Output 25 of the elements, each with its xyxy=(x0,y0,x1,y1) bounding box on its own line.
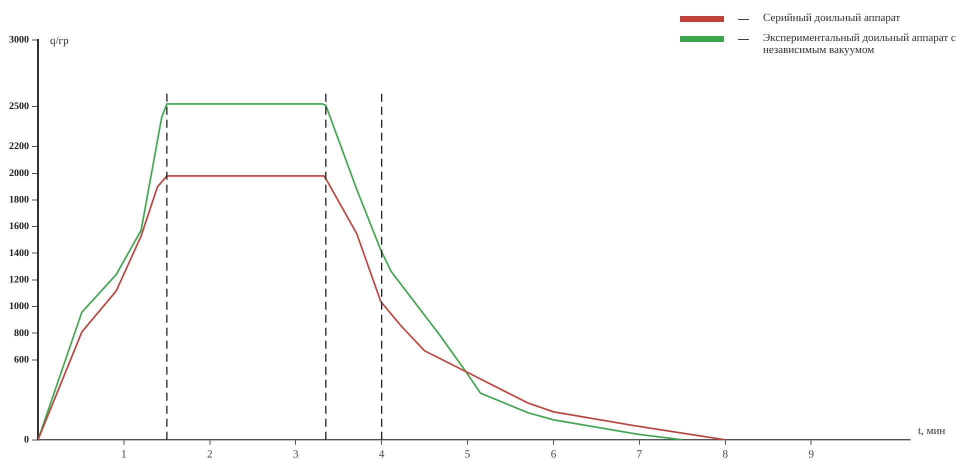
y-tick-label: 2000 xyxy=(9,168,29,179)
y-tick-label: 1200 xyxy=(9,274,29,286)
x-tick-label: 3 xyxy=(292,448,299,460)
y-tick-label: 600 xyxy=(14,354,29,366)
x-axis-title: t, мин xyxy=(918,424,946,437)
x-tick-label: 8 xyxy=(722,448,729,460)
x-tick-label: 9 xyxy=(808,448,814,460)
x-tick-label: 2 xyxy=(207,448,213,460)
text: Экспериментальный доильный аппарат с независимым вакуумом xyxy=(763,32,957,56)
y-tick-label: 1600 xyxy=(9,221,29,232)
y-tick-label: 0 xyxy=(24,434,29,446)
y-tick-label: 3000 xyxy=(9,34,29,46)
text: Серийный доильный аппарат xyxy=(763,12,900,24)
y-tick-label: 2500 xyxy=(9,101,29,112)
x-tick-label: 5 xyxy=(464,448,471,460)
y-tick-label: 1800 xyxy=(9,194,29,206)
x-tick-label: 4 xyxy=(378,448,385,460)
x-tick-label: 6 xyxy=(550,448,557,460)
x-tick-label: 7 xyxy=(636,448,643,460)
y-axis-title: q/гр xyxy=(50,35,70,47)
y-tick-label: 2200 xyxy=(9,141,29,152)
y-tick-label: 800 xyxy=(14,328,29,339)
y-tick-label: 1400 xyxy=(9,248,29,259)
y-tick-label: 1000 xyxy=(9,301,29,312)
x-tick-label: 1 xyxy=(121,448,127,460)
